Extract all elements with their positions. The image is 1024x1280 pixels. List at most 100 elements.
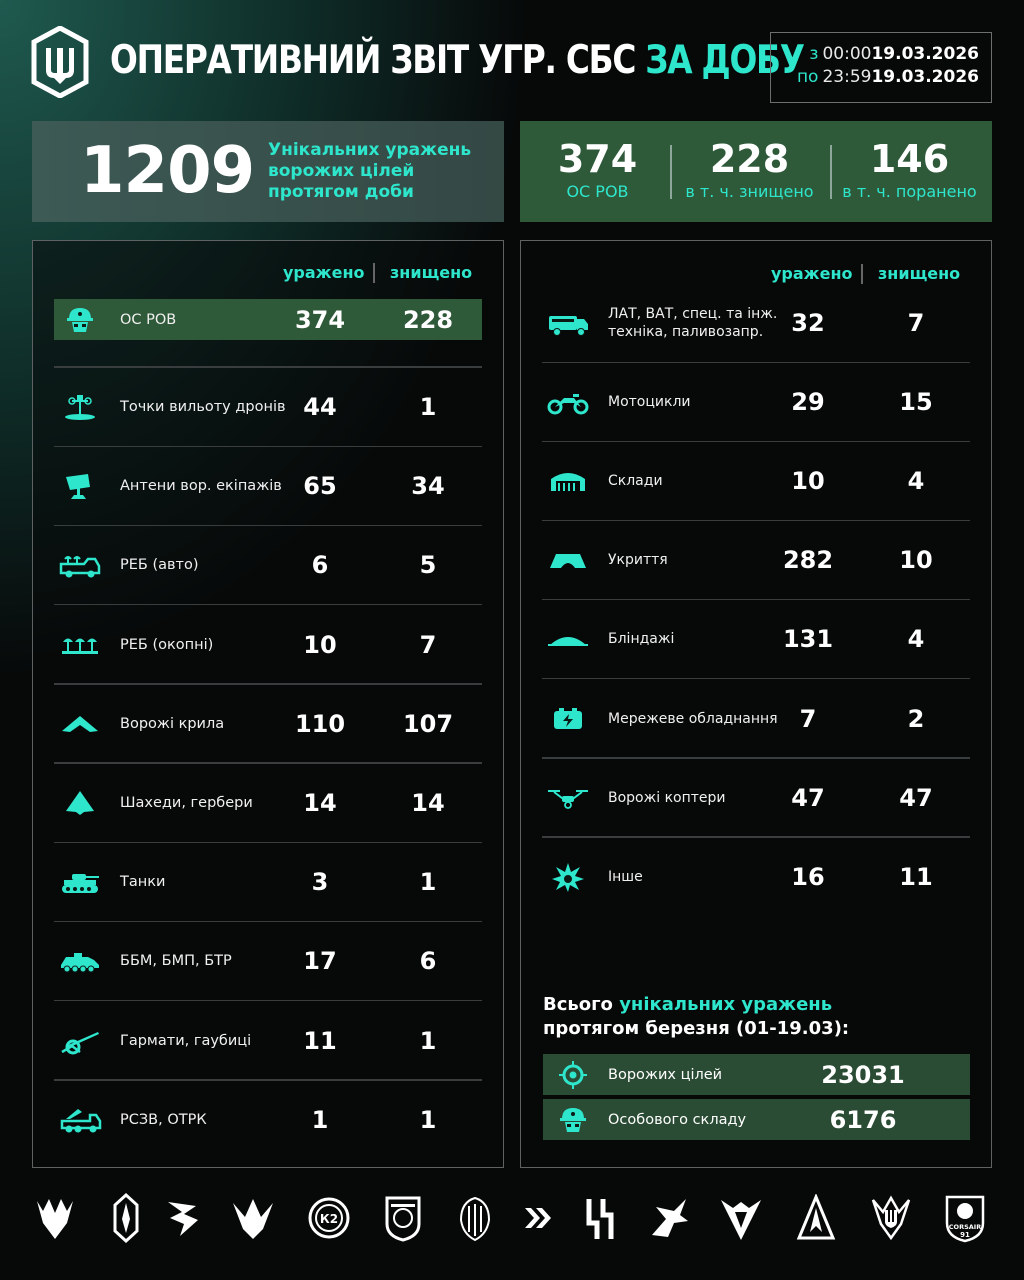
row-label: РСЗВ, ОТРК xyxy=(120,1111,207,1128)
row-hit-value: 11 xyxy=(303,1026,337,1055)
row-destroyed-value: 7 xyxy=(419,630,437,659)
table-row: Ворожі крила 110 107 xyxy=(54,684,482,764)
quadcopter-icon xyxy=(546,758,590,838)
row-divider xyxy=(54,1079,482,1081)
row-destroyed-value: 1 xyxy=(419,1105,437,1134)
period-to: по 23:5919.03.2026 xyxy=(796,67,979,87)
col-header-divider xyxy=(861,264,863,284)
trident-logo-icon xyxy=(30,25,90,99)
emblem-12-icon xyxy=(793,1192,839,1244)
row-label: Точки вильоту дронів xyxy=(120,399,286,415)
row-hit-value: 3 xyxy=(311,868,329,897)
monthly-total-row: Ворожих цілей 23031 xyxy=(543,1054,970,1095)
title-main: ОПЕРАТИВНИЙ ЗВІТ УГР. СБС xyxy=(110,38,636,83)
fixed-wing-drone-icon xyxy=(58,684,102,764)
emblem-k2-icon: К2 xyxy=(306,1192,352,1244)
row-label: Склади xyxy=(608,473,663,490)
row-hit-value: 374 xyxy=(294,305,346,334)
mlrs-icon xyxy=(58,1080,102,1160)
summary-total-box xyxy=(32,121,504,222)
table-row: Інше 16 11 xyxy=(542,837,970,917)
row-hit-value: 44 xyxy=(303,393,337,421)
monthly-total-label: Особового складу xyxy=(608,1111,747,1128)
table-row: РСЗВ, ОТРК 1 1 xyxy=(54,1080,482,1160)
row-destroyed-value: 228 xyxy=(402,305,454,334)
table-row: Склади 10 4 xyxy=(542,441,970,522)
table-row: РЕБ (авто) 6 5 xyxy=(54,525,482,606)
col-header-destroyed: знищено xyxy=(390,263,473,282)
row-divider xyxy=(542,757,970,759)
table-row: Укриття 282 10 xyxy=(542,520,970,601)
row-destroyed-value: 1 xyxy=(419,1026,437,1055)
row-label: Гармати, гаубиці xyxy=(120,1032,252,1049)
col-header-divider xyxy=(373,263,375,283)
svg-text:91: 91 xyxy=(960,1231,970,1239)
row-divider xyxy=(542,836,970,838)
period-from: з 00:0019.03.2026 xyxy=(809,44,979,64)
kpi-personnel: 374 ОС РОВ xyxy=(557,137,638,201)
emblem-9-icon xyxy=(577,1192,623,1244)
emblem-4-icon xyxy=(230,1192,276,1244)
table-row: ББМ, БМП, БТР 17 6 xyxy=(54,921,482,1002)
row-divider xyxy=(54,603,482,606)
table-row: Мережеве обладнання 7 2 xyxy=(542,679,970,759)
network-equipment-icon xyxy=(546,679,590,759)
row-label: Укриття xyxy=(608,552,668,569)
row-hit-value: 14 xyxy=(303,789,337,817)
soldier-helmet-icon xyxy=(58,299,102,340)
row-label: Мотоцикли xyxy=(608,394,691,411)
table-row: Антени вор. екіпажів 65 34 xyxy=(54,446,482,527)
kpi-destroyed: 228 в т. ч. знищено xyxy=(685,137,814,201)
row-hit-value: 10 xyxy=(303,630,337,659)
table-row: ОС РОВ 374 228 xyxy=(54,299,482,340)
monthly-total-row: Особового складу 6176 xyxy=(543,1099,970,1140)
row-divider xyxy=(542,677,970,680)
summary-total-value: 1209 xyxy=(80,134,255,208)
page-title: ОПЕРАТИВНИЙ ЗВІТ УГР. СБС ЗА ДОБУ xyxy=(110,34,805,88)
row-destroyed-value: 107 xyxy=(402,709,454,738)
row-divider xyxy=(542,519,970,522)
row-label: ЛАТ, ВАТ, спец. та інж. техніка, паливоз… xyxy=(608,306,778,340)
emblem-1-icon xyxy=(32,1192,78,1244)
row-destroyed-value: 4 xyxy=(907,625,925,654)
row-hit-value: 17 xyxy=(303,947,337,976)
table-row: Бліндажі 131 4 xyxy=(542,599,970,680)
row-label: Антени вор. екіпажів xyxy=(120,478,282,495)
soldier-helmet-icon xyxy=(551,1099,595,1140)
row-hit-value: 29 xyxy=(791,388,825,417)
svg-text:К2: К2 xyxy=(320,1212,338,1226)
kpi-divider xyxy=(830,145,832,199)
row-hit-value: 10 xyxy=(791,467,825,496)
row-destroyed-value: 15 xyxy=(899,388,933,417)
row-hit-value: 131 xyxy=(782,625,834,654)
table-row: Танки 3 1 xyxy=(54,842,482,923)
emblem-13-icon xyxy=(868,1192,914,1244)
row-divider xyxy=(54,445,482,447)
table-row: ЛАТ, ВАТ, спец. та інж. техніка, паливоз… xyxy=(542,283,970,363)
row-divider xyxy=(54,683,482,685)
row-destroyed-value: 5 xyxy=(419,551,437,580)
row-destroyed-value: 11 xyxy=(899,862,933,891)
col-header-destroyed: знищено xyxy=(878,264,961,283)
row-hit-value: 6 xyxy=(311,551,329,580)
howitzer-icon xyxy=(58,1001,102,1081)
row-label: Танки xyxy=(120,874,166,891)
col-header-hit: уражено xyxy=(771,264,853,283)
kpi-divider xyxy=(670,145,672,199)
antenna-dish-icon xyxy=(58,446,102,526)
row-divider xyxy=(54,999,482,1002)
row-destroyed-value: 10 xyxy=(899,546,933,575)
row-divider xyxy=(542,598,970,601)
row-divider xyxy=(542,440,970,443)
row-label: Бліндажі xyxy=(608,631,675,648)
row-destroyed-value: 4 xyxy=(907,467,925,496)
row-divider xyxy=(54,920,482,923)
table-row: Ворожі коптери 47 47 xyxy=(542,758,970,838)
monthly-total-label: Ворожих цілей xyxy=(608,1066,723,1083)
row-hit-value: 110 xyxy=(294,709,346,738)
row-hit-value: 65 xyxy=(303,472,337,501)
motorcycle-icon xyxy=(546,362,590,442)
row-destroyed-value: 47 xyxy=(899,783,933,812)
row-label: Шахеди, гербери xyxy=(120,795,253,811)
emblem-2-icon xyxy=(103,1192,149,1244)
